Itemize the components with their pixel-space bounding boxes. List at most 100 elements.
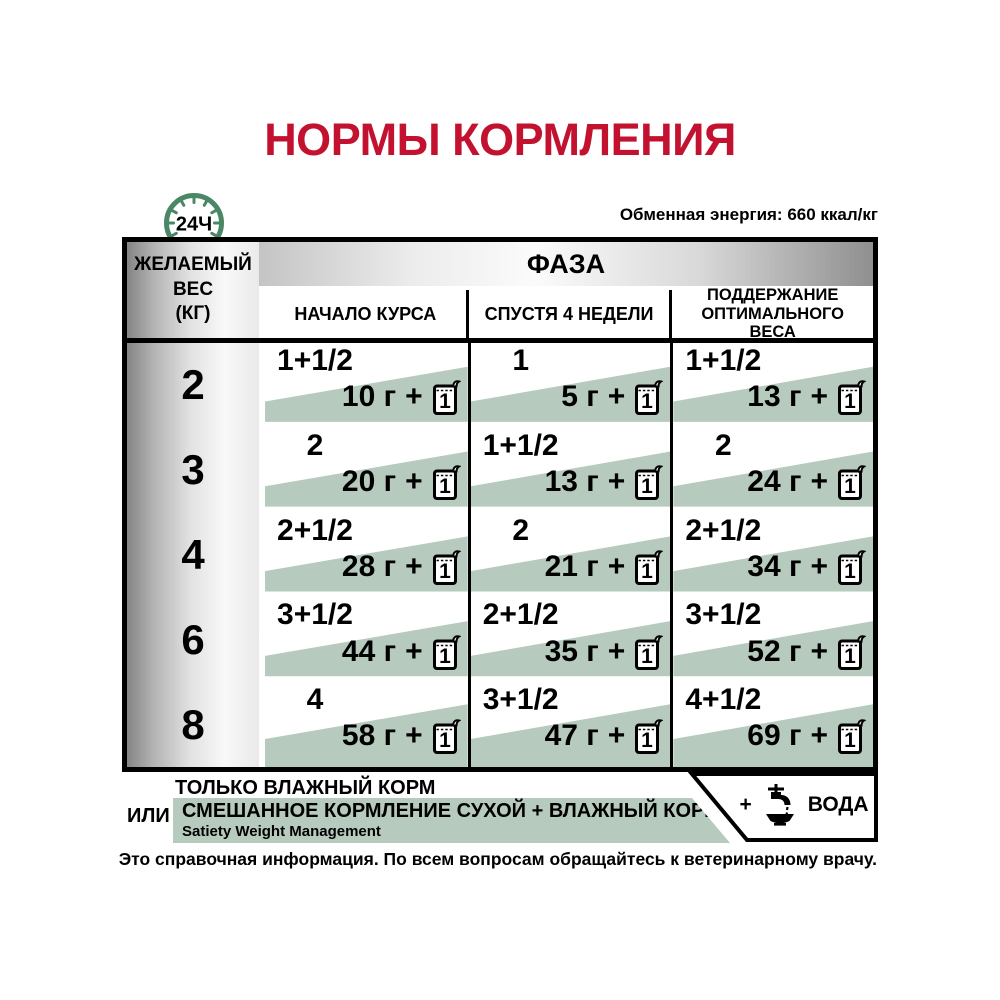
- pouch-icon: 1: [432, 465, 461, 501]
- dry-food-dose: 34 г + 1: [747, 543, 866, 590]
- svg-text:1: 1: [844, 475, 856, 498]
- feeding-cell: 1 5 г + 1: [467, 343, 671, 428]
- dry-food-dose: 52 г + 1: [747, 628, 866, 675]
- grams-value: 5 г: [561, 380, 599, 414]
- grams-value: 47 г: [544, 719, 599, 753]
- svg-text:1: 1: [439, 475, 451, 498]
- phase-column-headers: НАЧАЛО КУРСА СПУСТЯ 4 НЕДЕЛИ ПОДДЕРЖАНИЕ…: [265, 286, 873, 342]
- plus-sign: +: [810, 549, 828, 583]
- pouch-icon: 1: [635, 719, 664, 755]
- plus-sign: +: [607, 634, 626, 668]
- dry-food-dose: 13 г + 1: [545, 458, 664, 505]
- svg-text:1: 1: [641, 645, 653, 668]
- grams-value: 69 г: [747, 719, 802, 753]
- feeding-table-body: 1+1/2 10 г + 1 1 5 г +: [265, 343, 873, 767]
- dry-food-dose: 21 г + 1: [545, 543, 664, 590]
- grams-value: 20 г: [341, 465, 397, 499]
- pouch-icon: 1: [432, 550, 461, 585]
- feeding-cell: 2+1/2 35 г + 1: [467, 597, 671, 683]
- option-mixed-band: СМЕШАННОЕ КОРМЛЕНИЕ СУХОЙ + ВЛАЖНЫЙ КОРМ…: [173, 798, 730, 843]
- feeding-cell: 1+1/2 13 г + 1: [467, 427, 671, 513]
- dry-food-dose: 10 г + 1: [342, 374, 461, 421]
- dry-food-dose: 28 г + 1: [342, 543, 461, 590]
- pouch-icon: 1: [838, 465, 866, 501]
- pouch-icon: 1: [838, 380, 866, 416]
- water-content: + ВОДА: [734, 772, 874, 838]
- svg-text:1: 1: [844, 729, 856, 752]
- svg-text:1: 1: [439, 560, 451, 583]
- weight-values-column: 2 3 4 6 8: [127, 343, 259, 767]
- plus-sign: +: [607, 549, 626, 583]
- plus-sign: +: [405, 719, 423, 753]
- grams-value: 44 г: [341, 634, 397, 668]
- pouch-icon: 1: [432, 634, 461, 670]
- grams-value: 10 г: [341, 380, 397, 414]
- pouch-icon: 1: [432, 380, 461, 416]
- weight-value: 2: [181, 361, 205, 409]
- option-mixed-product: Satiety Weight Management: [182, 823, 381, 840]
- svg-text:1: 1: [439, 390, 451, 413]
- svg-text:1: 1: [844, 645, 856, 668]
- plus-sign: +: [810, 465, 828, 499]
- grams-value: 24 г: [747, 465, 802, 499]
- svg-text:1: 1: [641, 560, 653, 583]
- dry-food-dose: 47 г + 1: [545, 713, 664, 760]
- feeding-table: ЖЕЛАЕМЫЙ ВЕС (КГ) ФАЗА НАЧАЛО КУРСА СПУС…: [122, 237, 878, 772]
- feeding-cell: 2+1/2 34 г + 1: [670, 512, 873, 598]
- pouch-portions: 4: [306, 683, 324, 717]
- option-wet-only: ТОЛЬКО ВЛАЖНЫЙ КОРМ: [175, 777, 436, 799]
- column-header-start: НАЧАЛО КУРСА: [294, 303, 437, 324]
- plus-sign: +: [607, 380, 626, 414]
- dry-food-dose: 69 г + 1: [747, 713, 866, 760]
- pouch-portions: 4+1/2: [685, 683, 762, 717]
- grams-value: 13 г: [747, 380, 802, 414]
- plus-sign: +: [739, 793, 752, 816]
- grams-value: 34 г: [747, 549, 802, 583]
- pouch-portions: 2+1/2: [685, 513, 762, 547]
- feeding-cell: 2 20 г + 1: [265, 428, 468, 513]
- plus-sign: +: [607, 465, 626, 499]
- svg-text:1: 1: [641, 475, 653, 498]
- dry-food-dose: 35 г + 1: [545, 628, 664, 675]
- feeding-cell: 1+1/2 13 г + 1: [670, 343, 873, 428]
- svg-text:1: 1: [641, 390, 653, 413]
- svg-text:1: 1: [844, 390, 856, 413]
- pouch-icon: 1: [635, 634, 664, 670]
- svg-text:1: 1: [439, 729, 451, 752]
- dry-food-dose: 58 г + 1: [342, 713, 461, 760]
- phase-header: ФАЗА: [259, 242, 873, 286]
- grams-value: 13 г: [544, 465, 599, 499]
- grams-value: 52 г: [747, 634, 802, 668]
- or-label: ИЛИ: [127, 805, 170, 827]
- svg-text:1: 1: [641, 729, 653, 752]
- dry-food-dose: 44 г + 1: [342, 628, 461, 675]
- option-mixed: СМЕШАННОЕ КОРМЛЕНИЕ СУХОЙ + ВЛАЖНЫЙ КОРМ: [182, 800, 721, 822]
- weight-column-background: [127, 242, 259, 767]
- plus-sign: +: [405, 380, 423, 414]
- feeding-cell: 4 58 г + 1: [265, 682, 468, 767]
- svg-text:1: 1: [844, 560, 856, 583]
- pouch-portions: 2+1/2: [482, 598, 559, 632]
- column-header-4weeks: СПУСТЯ 4 НЕДЕЛИ: [465, 290, 670, 338]
- weight-value: 3: [181, 446, 205, 494]
- pouch-icon: 1: [635, 550, 664, 585]
- grams-value: 58 г: [341, 719, 397, 753]
- page-title: НОРМЫ КОРМЛЕНИЯ: [264, 114, 736, 165]
- header-divider: [127, 338, 873, 343]
- weight-value: 6: [181, 615, 205, 663]
- pouch-portions: 1+1/2: [277, 344, 353, 377]
- plus-sign: +: [810, 380, 828, 414]
- pouch-icon: 1: [838, 719, 866, 755]
- footer-note: Это справочная информация. По всем вопро…: [118, 849, 877, 869]
- weight-column-header: ЖЕЛАЕМЫЙ ВЕС (КГ): [134, 253, 252, 325]
- pouch-icon: 1: [838, 634, 866, 670]
- grams-value: 28 г: [341, 549, 397, 583]
- dry-food-dose: 20 г + 1: [342, 458, 461, 505]
- feeding-cell: 1+1/2 10 г + 1: [265, 343, 468, 428]
- water-label: ВОДА: [807, 793, 869, 816]
- pouch-portions: 3+1/2: [482, 683, 559, 717]
- pouch-portions: 1+1/2: [685, 344, 762, 377]
- pouch-icon: 1: [635, 380, 664, 416]
- plus-sign: +: [810, 634, 828, 668]
- feeding-cell: 4+1/2 69 г + 1: [670, 682, 873, 767]
